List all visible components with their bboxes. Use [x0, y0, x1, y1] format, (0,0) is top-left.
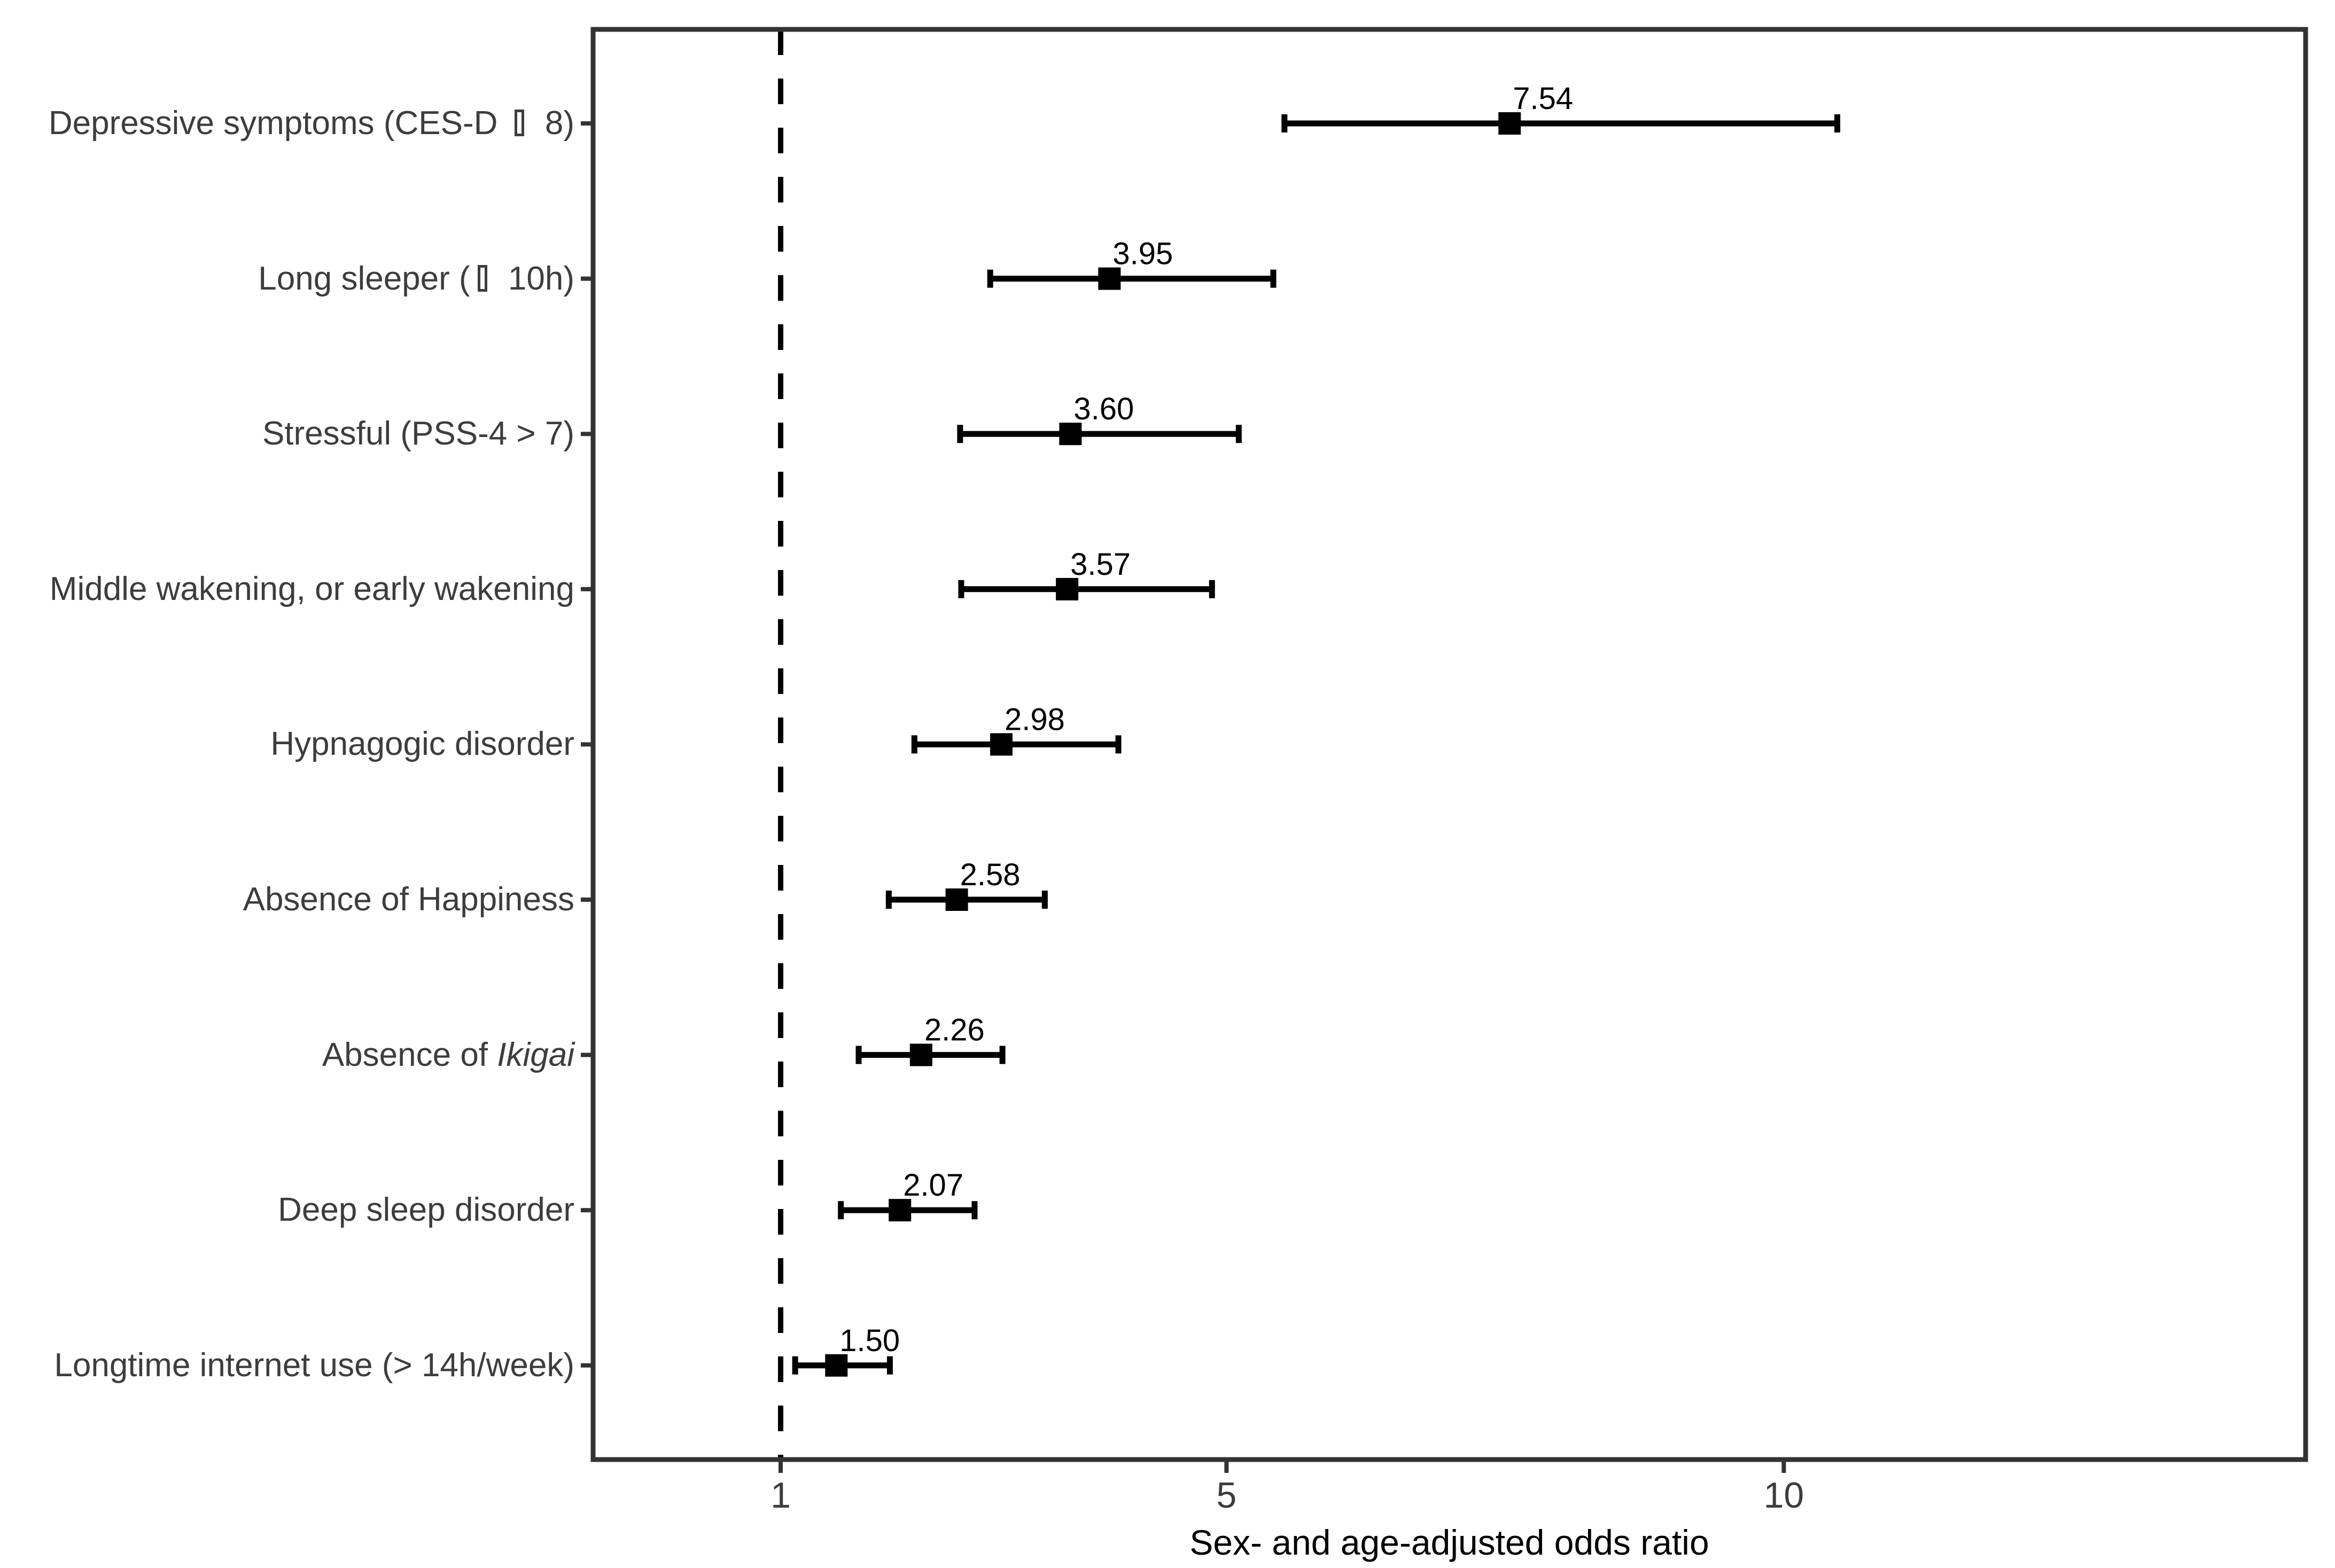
category-label-text: Stressful (PSS-4 > 7)	[262, 415, 574, 453]
category-label-text: Depressive symptoms (CES-D	[48, 105, 507, 142]
or-value-label: 1.50	[839, 1323, 900, 1358]
point-marker	[825, 1354, 848, 1377]
category-label-text: Hypnagogic disorder	[270, 726, 574, 763]
point-marker	[945, 888, 968, 911]
category-label: Long sleeper ( 10h)	[258, 255, 574, 303]
category-label-text: 10h)	[499, 260, 574, 297]
category-label-text: Absence of	[322, 1036, 497, 1073]
or-value-label: 2.98	[1005, 702, 1065, 737]
or-value-label: 3.95	[1112, 237, 1173, 271]
category-label: Absence of Happiness	[243, 876, 574, 924]
category-label: Stressful (PSS-4 > 7)	[262, 410, 574, 458]
category-label-text: 8)	[535, 105, 574, 142]
point-marker	[909, 1043, 932, 1066]
category-label-text: Absence of Happiness	[243, 881, 574, 918]
or-value-label: 7.54	[1513, 81, 1573, 116]
missing-glyph-box	[477, 264, 487, 292]
panel-border	[590, 27, 2308, 1462]
category-label-text: Middle wakening, or early wakening	[49, 570, 574, 607]
point-marker	[1498, 112, 1521, 135]
category-label: Deep sleep disorder	[278, 1186, 574, 1234]
category-label: Hypnagogic disorder	[270, 720, 574, 768]
category-label: Longtime internet use (> 14h/week)	[54, 1341, 574, 1390]
point-marker	[889, 1199, 912, 1222]
point-marker	[1059, 423, 1082, 446]
point-marker	[1056, 578, 1079, 600]
category-label: Middle wakening, or early wakening	[50, 565, 574, 613]
category-label-text: Longtime internet use (> 14h/week)	[54, 1346, 574, 1384]
category-label-text: Long sleeper (	[258, 260, 470, 297]
x-tick-label: 5	[1216, 1475, 1236, 1516]
category-label-text: Deep sleep disorder	[278, 1191, 574, 1229]
category-label: Absence of Ikigai	[322, 1031, 574, 1079]
or-value-label: 2.07	[903, 1168, 963, 1203]
point-marker	[1098, 267, 1121, 290]
category-label-italic-text: Ikigai	[497, 1036, 574, 1073]
x-tick-label: 1	[770, 1475, 791, 1516]
missing-glyph-box	[514, 110, 524, 136]
or-value-label: 3.60	[1073, 392, 1134, 426]
or-value-label: 3.57	[1070, 547, 1131, 582]
point-marker	[990, 733, 1013, 756]
or-value-label: 2.58	[960, 857, 1021, 892]
x-axis-title: Sex- and age-adjusted odds ratio	[1189, 1523, 1709, 1562]
or-value-label: 2.26	[924, 1013, 985, 1048]
x-tick-label: 10	[1764, 1475, 1804, 1516]
category-label: Depressive symptoms (CES-D 8)	[49, 99, 574, 147]
